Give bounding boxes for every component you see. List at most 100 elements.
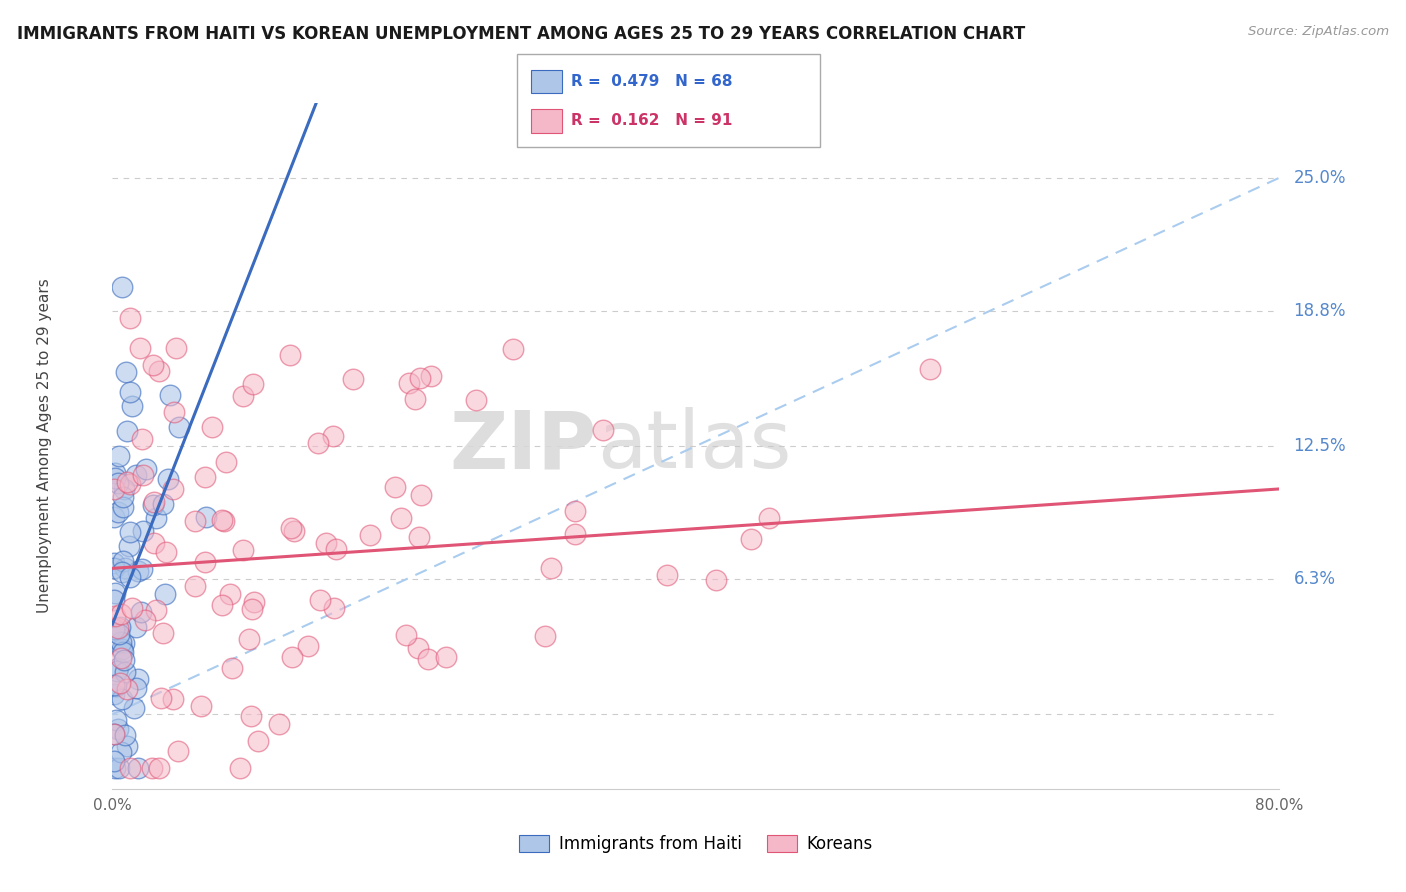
Point bbox=[107, 722, 129, 736]
Point bbox=[118, 539, 141, 553]
Point bbox=[111, 280, 134, 294]
Point bbox=[127, 564, 149, 578]
Point bbox=[103, 593, 125, 607]
Point bbox=[315, 536, 337, 550]
Text: IMMIGRANTS FROM HAITI VS KOREAN UNEMPLOYMENT AMONG AGES 25 TO 29 YEARS CORRELATI: IMMIGRANTS FROM HAITI VS KOREAN UNEMPLOY… bbox=[17, 25, 1025, 43]
Point bbox=[239, 708, 262, 723]
Point bbox=[155, 545, 177, 559]
Point bbox=[194, 555, 217, 569]
Point bbox=[112, 490, 135, 504]
Point bbox=[706, 573, 728, 587]
Point bbox=[121, 601, 143, 615]
Point bbox=[297, 639, 319, 653]
Point bbox=[103, 754, 125, 768]
Point bbox=[194, 509, 217, 524]
Point bbox=[194, 470, 217, 484]
Point bbox=[325, 541, 347, 556]
Point bbox=[232, 389, 254, 403]
Point bbox=[103, 622, 125, 636]
Point bbox=[110, 651, 132, 665]
Point bbox=[384, 480, 406, 494]
Point bbox=[267, 717, 290, 731]
Point bbox=[184, 515, 207, 529]
Point bbox=[278, 348, 301, 362]
Point bbox=[142, 498, 165, 512]
Point bbox=[342, 372, 364, 386]
Point bbox=[104, 586, 127, 600]
Point bbox=[118, 761, 141, 775]
Point bbox=[125, 467, 148, 482]
Point bbox=[120, 476, 142, 491]
Point bbox=[404, 392, 426, 407]
Text: 6.3%: 6.3% bbox=[1294, 570, 1336, 588]
Point bbox=[657, 568, 679, 582]
Point bbox=[104, 761, 127, 775]
Point bbox=[129, 605, 152, 619]
Point bbox=[103, 687, 125, 701]
Point bbox=[112, 500, 135, 514]
Point bbox=[152, 497, 174, 511]
Text: R =  0.479   N = 68: R = 0.479 N = 68 bbox=[571, 74, 733, 89]
Text: atlas: atlas bbox=[596, 407, 792, 485]
Point bbox=[150, 691, 173, 706]
Point bbox=[118, 385, 141, 400]
Point bbox=[148, 761, 170, 775]
Point bbox=[110, 745, 132, 759]
Point bbox=[592, 423, 614, 437]
Point bbox=[143, 535, 166, 549]
Point bbox=[131, 562, 153, 576]
Point bbox=[406, 640, 429, 655]
Point bbox=[918, 362, 941, 376]
Point bbox=[112, 482, 135, 496]
Point bbox=[408, 530, 430, 544]
Point bbox=[156, 472, 179, 486]
Point bbox=[502, 343, 524, 357]
Text: ZIP: ZIP bbox=[450, 407, 596, 485]
Point bbox=[112, 653, 135, 667]
Point bbox=[131, 433, 153, 447]
Point bbox=[103, 560, 125, 574]
Point bbox=[104, 466, 127, 480]
Point bbox=[121, 399, 143, 413]
Point bbox=[283, 524, 305, 538]
Point bbox=[108, 619, 131, 633]
Point bbox=[409, 488, 432, 502]
Point bbox=[135, 462, 157, 476]
Point bbox=[132, 468, 155, 483]
Point bbox=[114, 665, 136, 679]
Point bbox=[104, 471, 127, 485]
Point bbox=[359, 528, 381, 542]
Point bbox=[740, 532, 762, 546]
Point bbox=[218, 587, 240, 601]
Point bbox=[201, 419, 224, 434]
Point bbox=[115, 739, 138, 753]
Point bbox=[117, 424, 139, 438]
Point bbox=[221, 661, 243, 675]
Point bbox=[120, 524, 142, 539]
Point bbox=[108, 761, 131, 775]
Point bbox=[141, 761, 163, 775]
Point bbox=[465, 393, 488, 408]
Point bbox=[238, 632, 260, 647]
Point bbox=[104, 625, 127, 640]
Point bbox=[153, 586, 176, 600]
Text: R =  0.162   N = 91: R = 0.162 N = 91 bbox=[571, 113, 733, 128]
Point bbox=[143, 495, 166, 509]
Point bbox=[112, 636, 135, 650]
Point bbox=[162, 482, 184, 496]
Point bbox=[434, 649, 457, 664]
Text: 12.5%: 12.5% bbox=[1294, 437, 1346, 455]
Point bbox=[247, 734, 270, 748]
Point bbox=[127, 672, 149, 686]
Point bbox=[323, 601, 346, 615]
Point bbox=[111, 692, 134, 706]
Point bbox=[398, 376, 420, 390]
Point bbox=[165, 341, 187, 355]
Point bbox=[534, 629, 557, 643]
Point bbox=[112, 644, 135, 658]
Point bbox=[408, 371, 430, 385]
Point bbox=[211, 598, 233, 612]
Point bbox=[389, 511, 412, 525]
Point bbox=[307, 436, 329, 450]
Point bbox=[419, 369, 441, 384]
